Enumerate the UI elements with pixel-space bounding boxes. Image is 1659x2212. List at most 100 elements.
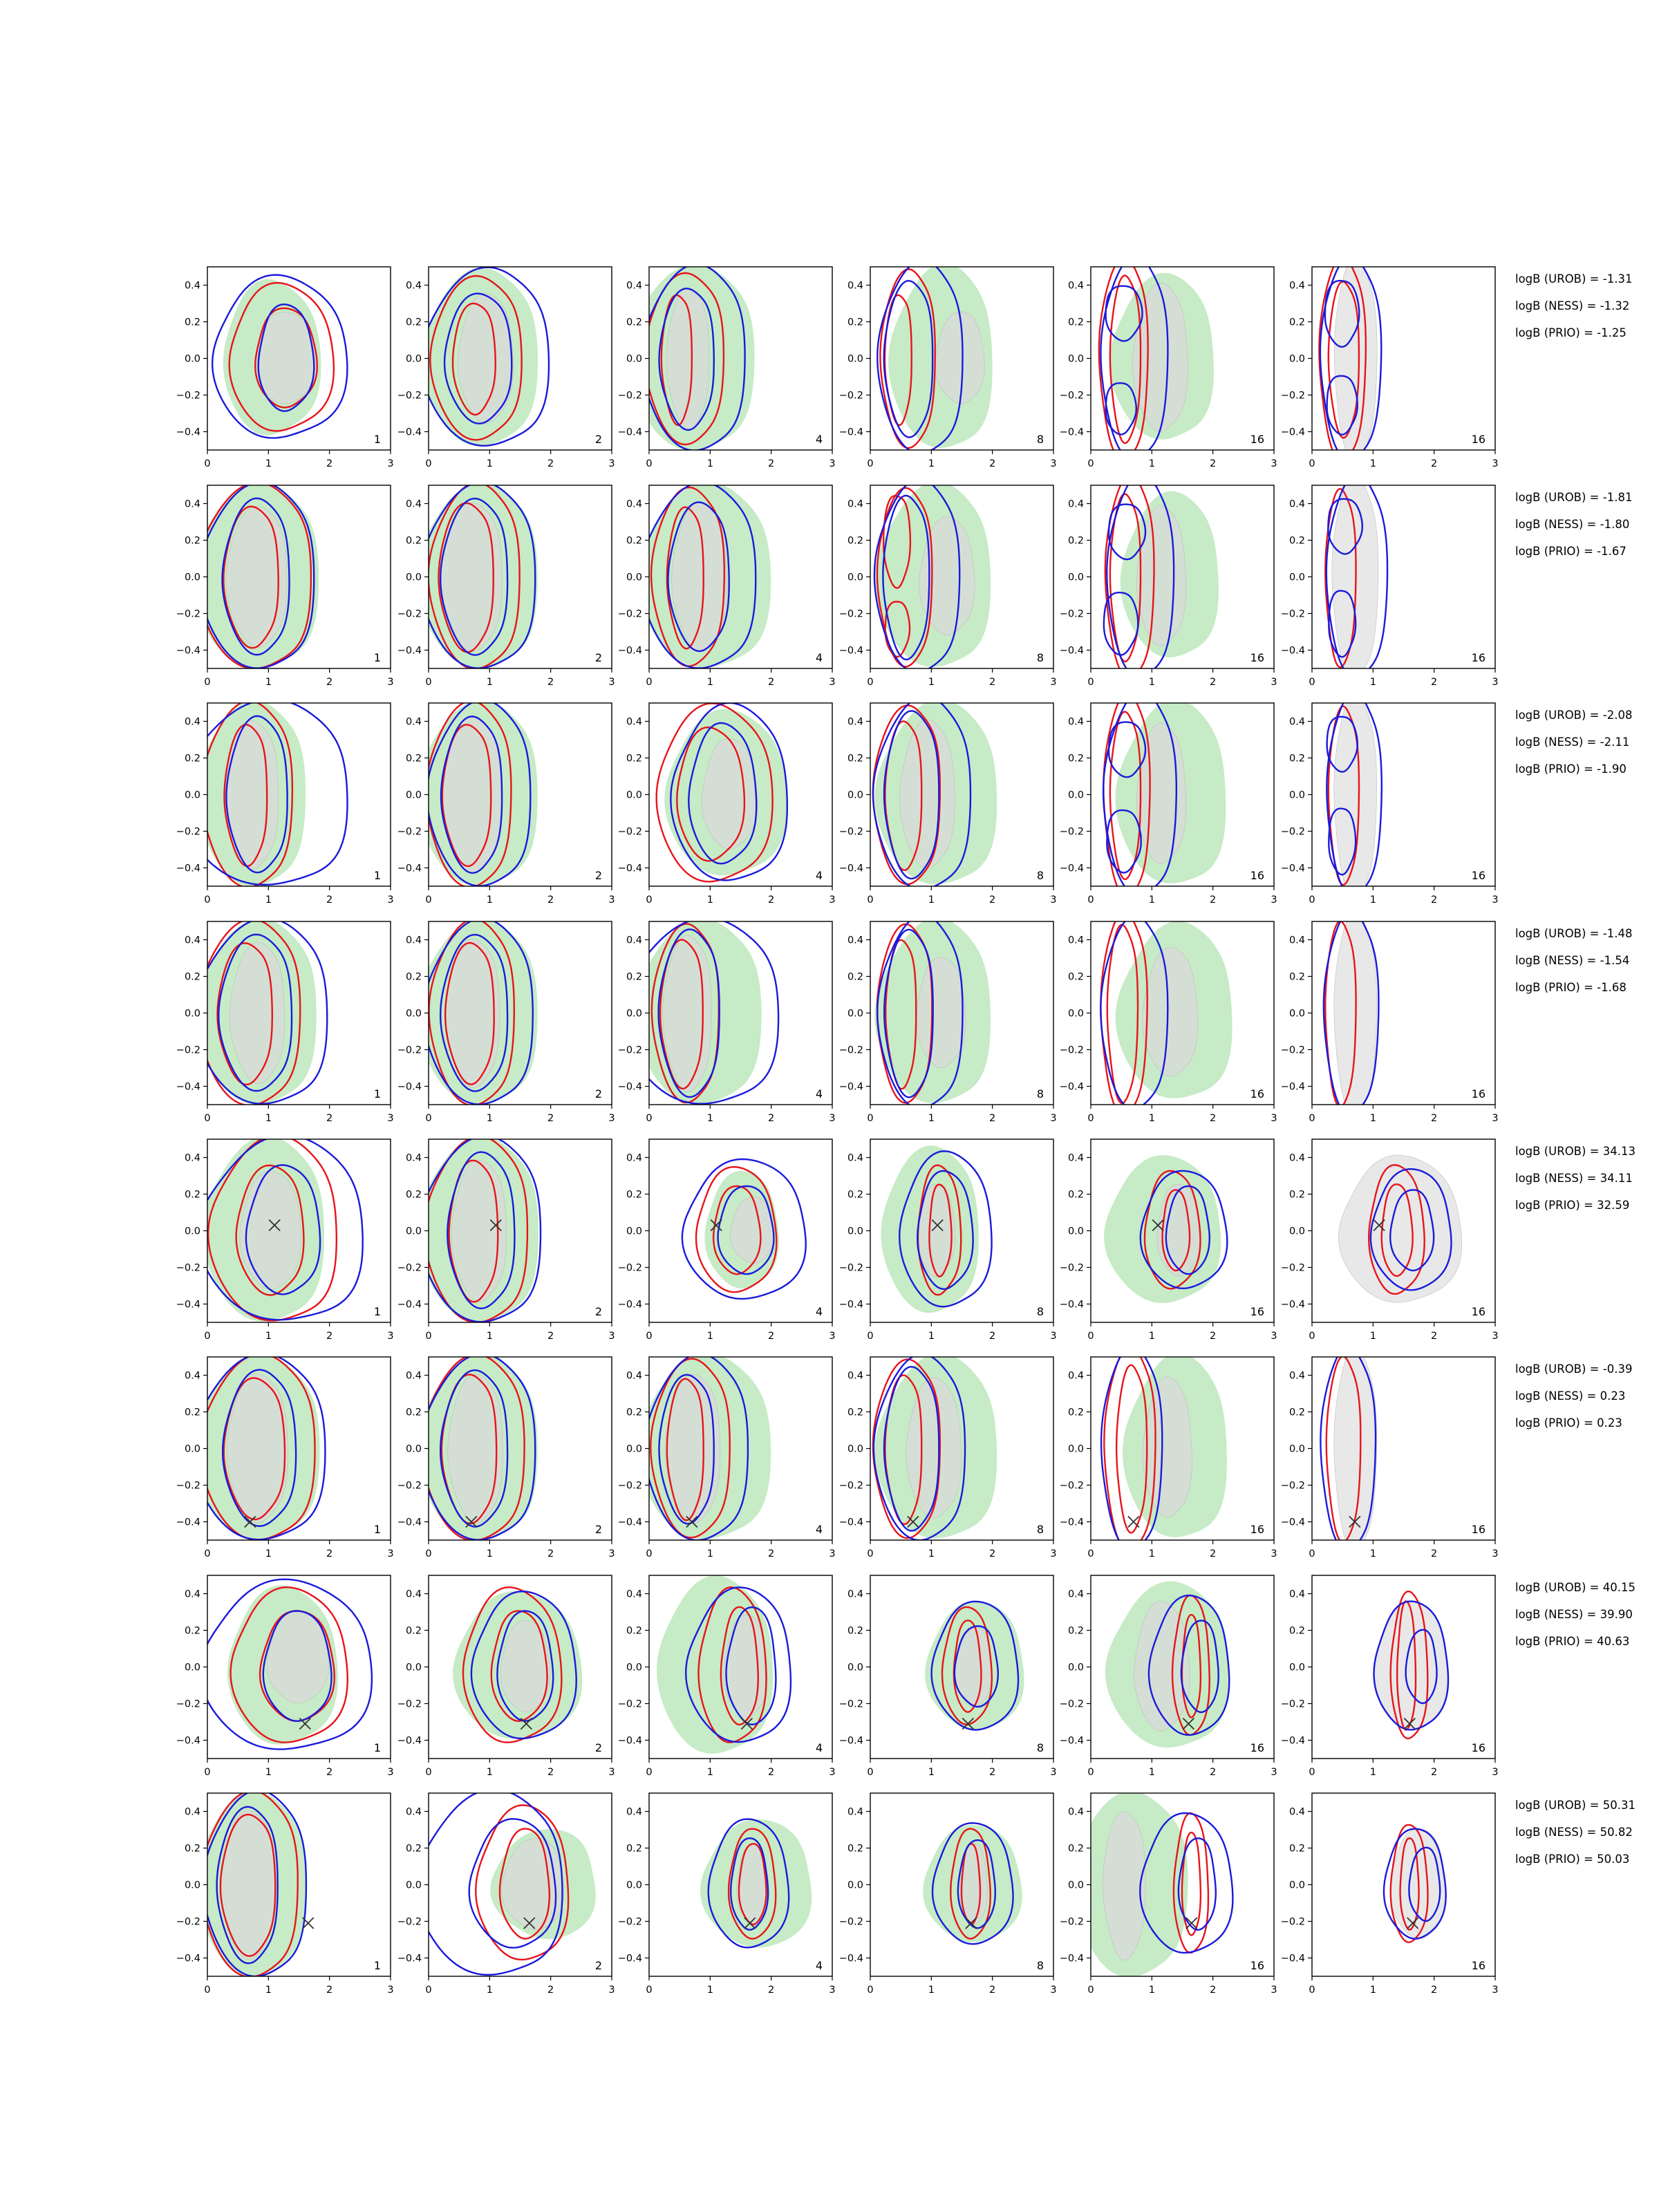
panel-r8-c5: 0.4 0.2 0.0 −0.2 −0.4 0 1 2 3 16 — [1060, 1792, 1277, 1996]
panel-r6-c5: 0.4 0.2 0.0 −0.2 −0.4 0 1 2 3 16 — [1060, 1356, 1277, 1559]
blue-contour — [1102, 703, 1177, 886]
y-tick-label: 0.0 — [406, 1009, 422, 1020]
blue-contour — [1382, 1828, 1447, 1940]
x-tick-label: 3 — [1271, 1548, 1277, 1559]
red-contour — [666, 1378, 704, 1521]
y-tick-label: 0.2 — [847, 536, 863, 547]
y-tick-label: −0.2 — [176, 1481, 200, 1492]
x-tick-label: 0 — [867, 1331, 873, 1342]
blue-contour — [658, 1374, 715, 1525]
y-tick-label: 0.2 — [1068, 1407, 1084, 1418]
logb-value: logB (PRIO) = -1.90 — [1515, 762, 1627, 776]
y-tick-label: −0.2 — [618, 1263, 642, 1274]
y-tick-label: 0.4 — [185, 935, 200, 946]
red-contour — [1104, 485, 1155, 668]
logb-value: logB (UROB) = -0.39 — [1515, 1362, 1632, 1376]
red-contour — [882, 494, 912, 589]
y-tick-label: −0.2 — [397, 827, 422, 838]
x-tick-label: 0 — [646, 677, 652, 688]
red-contour — [462, 1586, 563, 1743]
gray-region — [665, 1374, 720, 1524]
logb-value: logB (NESS) = -1.54 — [1515, 954, 1629, 967]
y-tick-label: 0.0 — [626, 1226, 642, 1237]
x-tick-label: 3 — [1271, 677, 1277, 688]
blue-contour — [1328, 807, 1357, 876]
y-tick-label: −0.4 — [839, 1953, 863, 1965]
red-contour — [695, 1166, 778, 1293]
y-tick-label: 0.0 — [406, 1444, 422, 1455]
y-tick-label: −0.4 — [397, 863, 422, 874]
x-tick-label: 0 — [867, 458, 873, 469]
true-value-marker — [962, 1718, 974, 1730]
plot-area — [1373, 1590, 1450, 1740]
logb-value: logB (UROB) = -1.48 — [1515, 927, 1632, 940]
y-tick-label: 0.0 — [626, 354, 642, 365]
x-tick-label: 0 — [425, 1113, 431, 1124]
blue-contour — [207, 1578, 373, 1750]
y-tick-label: 0.4 — [185, 1807, 200, 1818]
x-tick-label: 1 — [1370, 458, 1376, 469]
blue-contour — [931, 1822, 1014, 1945]
x-tick-label: 1 — [487, 1548, 493, 1559]
x-tick-label: 2 — [1210, 677, 1216, 688]
true-value-marker — [523, 1917, 536, 1929]
panel-r3-c3: 0.4 0.2 0.0 −0.2 −0.4 0 1 2 34 — [618, 702, 836, 906]
y-tick-label: 0.2 — [847, 317, 863, 328]
blue-contour — [1322, 921, 1380, 1105]
y-tick-label: 0.4 — [626, 935, 642, 946]
x-tick-label: 1 — [928, 1767, 935, 1778]
gray-region — [1141, 947, 1199, 1077]
x-tick-label: 3 — [1050, 677, 1056, 688]
gray-region — [662, 935, 712, 1092]
x-tick-label: 1 — [707, 458, 713, 469]
x-tick-label: 0 — [646, 894, 652, 906]
logb-value: logB (UROB) = 50.31 — [1515, 1799, 1635, 1812]
y-tick-label: −0.2 — [1281, 1699, 1305, 1710]
red-contour — [207, 703, 294, 886]
blue-contour — [1180, 1620, 1219, 1714]
x-tick-label: 1 — [707, 894, 713, 906]
y-tick-label: 0.0 — [1289, 1880, 1305, 1891]
blue-contour — [218, 933, 293, 1092]
panel-corner-label: 4 — [816, 433, 823, 446]
y-tick-label: 0.4 — [406, 717, 422, 728]
x-tick-label: 1 — [487, 1113, 493, 1124]
panel-r3-c4: 0.4 0.2 0.0 −0.2 −0.4 0 1 2 38 — [839, 702, 1057, 906]
panel-r4-c3: 0.4 0.2 0.0 −0.2 −0.4 0 1 2 3 4 — [618, 921, 836, 1124]
y-tick-label: −0.2 — [397, 1045, 422, 1056]
panel-r1-c1: 0.4 0.2 0.0 −0.2 −0.4 0 1 2 3 1 — [176, 266, 394, 469]
logb-value: logB (UROB) = 34.13 — [1515, 1145, 1635, 1158]
x-tick-label: 0 — [204, 1548, 210, 1559]
blue-contour — [1405, 1629, 1438, 1705]
red-contour — [876, 487, 933, 668]
panel-r4-c1: 0.4 0.2 0.0 −0.2 −0.4 0 1 2 3 1 — [176, 921, 394, 1124]
y-tick-label: 0.2 — [1068, 972, 1084, 983]
blue-contour — [872, 1357, 966, 1540]
gray-region — [1333, 267, 1378, 450]
plot-area — [872, 1357, 997, 1540]
y-tick-label: −0.2 — [839, 1481, 863, 1492]
y-tick-label: −0.2 — [839, 1045, 863, 1056]
red-contour — [884, 1374, 923, 1526]
blue-contour — [468, 1818, 557, 1949]
y-tick-label: −0.2 — [397, 609, 422, 620]
x-tick-label: 2 — [768, 894, 774, 906]
red-contour — [441, 724, 492, 868]
x-tick-label: 1 — [928, 1113, 935, 1124]
x-tick-label: 3 — [829, 1548, 835, 1559]
y-tick-label: 0.4 — [847, 717, 863, 728]
x-tick-label: 3 — [1271, 1985, 1277, 1996]
y-tick-label: 0.2 — [1068, 1190, 1084, 1201]
y-tick-label: 0.2 — [1068, 1844, 1084, 1855]
plot-area — [429, 1139, 542, 1322]
blue-contour — [670, 703, 788, 881]
logb-value: logB (PRIO) = -1.25 — [1515, 326, 1627, 339]
x-tick-label: 0 — [425, 677, 431, 688]
true-value-marker — [965, 1917, 977, 1929]
x-tick-label: 2 — [547, 1331, 554, 1342]
y-tick-label: 0.2 — [626, 1626, 642, 1637]
blue-contour — [657, 928, 720, 1098]
x-tick-label: 0 — [425, 1331, 431, 1342]
y-tick-label: 0.0 — [1289, 1662, 1305, 1674]
blue-contour — [429, 267, 550, 447]
